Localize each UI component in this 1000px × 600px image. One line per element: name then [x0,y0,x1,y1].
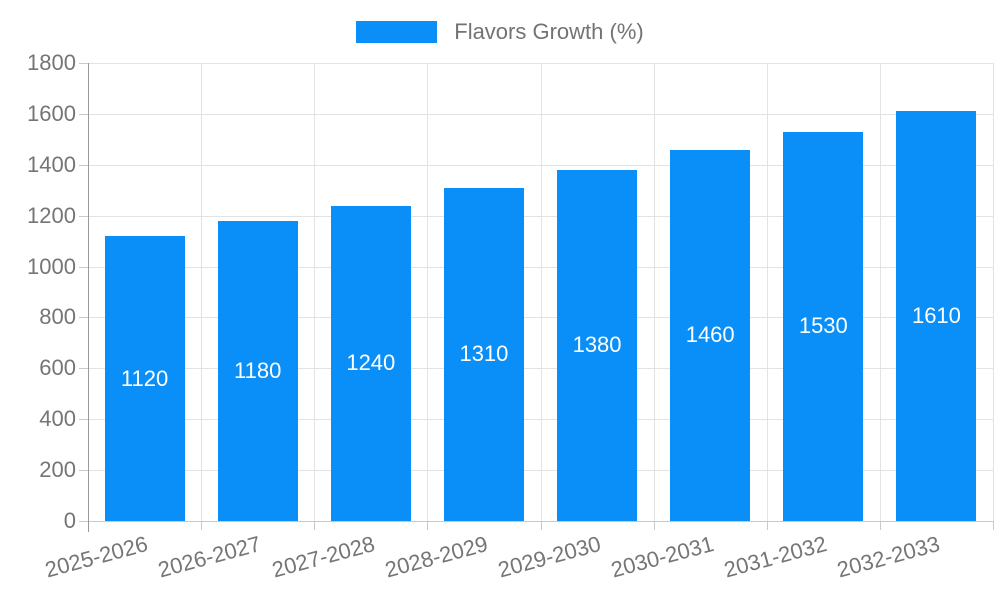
legend-swatch [356,21,438,43]
x-tick-label: 2028-2029 [382,531,491,583]
v-gridline [766,63,768,521]
x-tick [766,521,768,530]
v-gridline [653,63,655,521]
bar-value-label: 1240 [346,350,396,376]
y-tick [79,470,88,472]
y-tick-label: 600 [39,355,76,381]
y-tick [79,215,88,217]
bar: 1380 [557,169,638,521]
x-tick-label: 2031-2032 [721,531,830,583]
bar-value-label: 1460 [685,322,735,348]
bar-value-label: 1310 [459,341,509,367]
x-tick-label: 2029-2030 [495,531,604,583]
v-gridline [879,63,881,521]
v-gridline [314,63,316,521]
x-tick [201,521,203,530]
y-tick-label: 1600 [27,100,76,126]
v-gridline [201,63,203,521]
plot-area: 0 200 400 600 800 1000 1200 1400 1600 1800 1120 202… [27,50,994,582]
x-tick-label: 2025-2026 [42,531,151,583]
x-tick-label: 2030-2031 [608,531,717,583]
bar-value-label: 1380 [572,332,622,358]
legend-label: Flavors Growth (%) [454,19,644,44]
bar: 1120 [104,236,185,521]
y-axis-line [88,63,89,532]
y-tick-label: 200 [39,457,76,483]
y-tick [79,368,88,370]
y-tick [79,164,88,166]
y-tick [79,63,88,64]
x-tick [540,521,542,530]
y-tick-label: 1200 [27,202,76,228]
bar: 1180 [217,220,298,521]
y-tick-label: 0 [63,508,76,533]
y-tick [79,266,88,268]
x-tick [653,521,655,530]
y-tick-label: 800 [39,304,76,330]
v-gridline [427,63,429,521]
y-tick [79,521,88,522]
bar: 1610 [896,111,977,521]
y-tick [79,113,88,115]
bar-value-label: 1120 [120,365,169,391]
x-tick [314,521,316,530]
bar-value-label: 1610 [911,303,961,329]
bar: 1240 [330,205,411,521]
bar-value-label: 1530 [798,313,848,339]
bar: 1310 [443,187,524,521]
legend: Flavors Growth (%) [0,19,1000,45]
y-tick [79,419,88,421]
x-tick-label: 2026-2027 [155,531,264,583]
y-tick-label: 1800 [27,50,76,75]
x-tick [427,521,429,530]
y-tick-label: 1400 [27,151,76,177]
x-tick-label: 2027-2028 [268,531,378,583]
bar-value-label: 1180 [234,357,282,383]
v-gridline [993,63,994,521]
x-tick [993,521,994,530]
y-tick-label: 400 [39,406,76,432]
bar: 1530 [783,131,864,521]
bar: 1460 [670,149,751,521]
x-tick-label: 2032-2033 [834,531,943,583]
v-gridline [540,63,542,521]
y-tick-label: 1000 [27,253,76,279]
y-tick [79,317,88,319]
x-tick [879,521,881,530]
